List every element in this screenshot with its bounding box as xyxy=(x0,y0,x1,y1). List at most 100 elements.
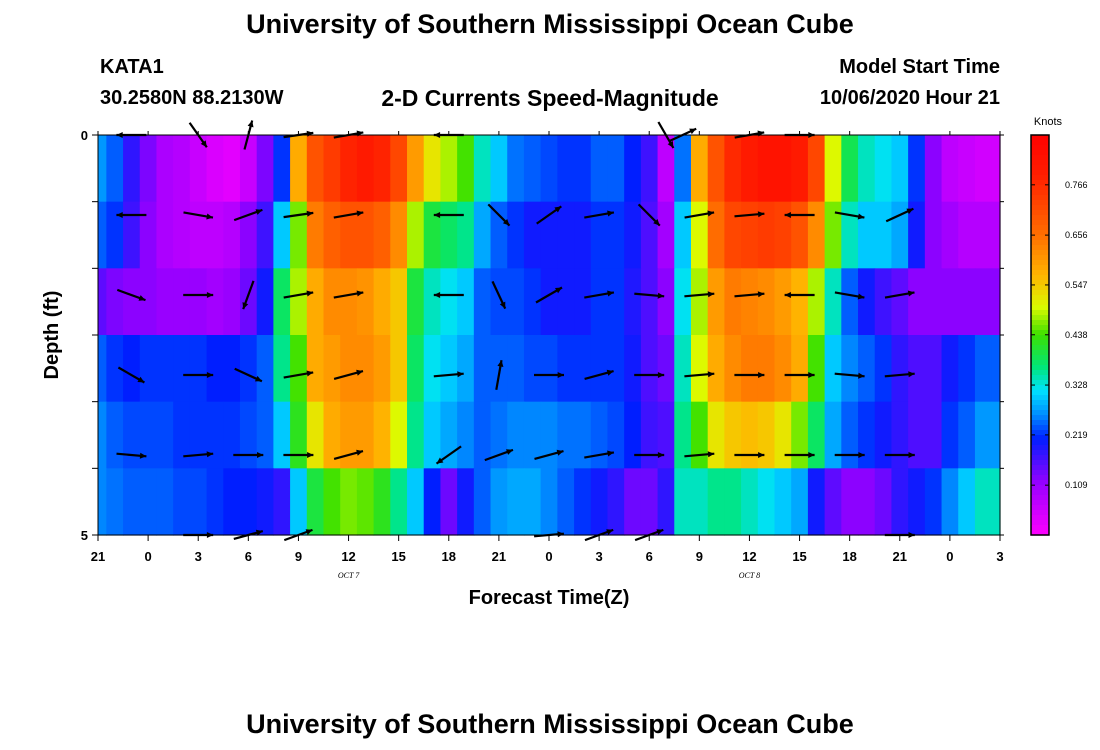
colorbar-swatch xyxy=(1031,505,1049,511)
colorbar-swatch xyxy=(1031,220,1049,226)
heatmap-cell xyxy=(507,201,525,269)
heatmap-cell xyxy=(624,268,642,336)
current-vector xyxy=(283,370,314,379)
heatmap-cell xyxy=(473,401,492,469)
heatmap-cell xyxy=(523,335,542,403)
model-start-value: 10/06/2020 Hour 21 xyxy=(819,87,1000,109)
current-vector xyxy=(884,290,915,299)
heatmap-cell xyxy=(490,401,508,469)
heatmap-cell xyxy=(323,135,341,203)
colorbar-swatch xyxy=(1031,160,1049,166)
current-vector xyxy=(784,212,815,218)
colorbar-swatch xyxy=(1031,490,1049,496)
current-vector xyxy=(183,211,214,220)
heatmap-cell xyxy=(407,135,425,203)
y-tick-label: 5 xyxy=(81,528,88,543)
colorbar-swatch xyxy=(1031,245,1049,251)
heatmap-cell xyxy=(356,468,375,536)
heatmap-cell xyxy=(858,135,876,203)
colorbar-swatch xyxy=(1031,450,1049,456)
heatmap-cell xyxy=(473,468,492,536)
heatmap-cell xyxy=(574,335,592,403)
heatmap-cell xyxy=(640,468,659,536)
heatmap-cell xyxy=(106,401,124,469)
heatmap-cell xyxy=(507,135,525,203)
current-vector xyxy=(117,366,145,384)
heatmap-cell xyxy=(791,468,809,536)
heatmap-cell xyxy=(256,268,274,336)
heatmap-cell xyxy=(774,201,792,269)
heatmap-cell xyxy=(239,201,258,269)
heatmap-cell xyxy=(473,201,492,269)
heatmap-cell xyxy=(223,468,241,536)
current-vector xyxy=(584,369,614,380)
current-vector xyxy=(534,449,564,460)
colorbar-swatch xyxy=(1031,165,1049,171)
colorbar-swatch xyxy=(1031,365,1049,371)
heatmap-cell xyxy=(791,135,809,203)
heatmap-cell xyxy=(858,335,876,403)
heatmap-cell xyxy=(574,201,592,269)
colorbar-swatch xyxy=(1031,515,1049,521)
heatmap-cell xyxy=(239,468,258,536)
colorbar-swatch xyxy=(1031,155,1049,161)
heatmap-cell xyxy=(523,268,542,336)
heatmap-cell xyxy=(908,268,926,336)
station-coordinates: 30.2580N 88.2130W xyxy=(100,87,284,109)
heatmap-cell xyxy=(574,268,592,336)
colorbar-swatch xyxy=(1031,290,1049,296)
heatmap-cell xyxy=(590,135,609,203)
colorbar-swatch xyxy=(1031,500,1049,506)
current-vector xyxy=(834,291,865,300)
colorbar-swatch xyxy=(1031,395,1049,401)
heatmap-cell xyxy=(340,268,358,336)
heatmap-cell xyxy=(924,135,943,203)
heatmap-cell xyxy=(557,201,575,269)
heatmap-cell xyxy=(557,335,575,403)
current-vector xyxy=(884,452,915,458)
colorbar-swatch xyxy=(1031,370,1049,376)
heatmap-cell xyxy=(991,401,1001,469)
current-vector xyxy=(637,203,661,227)
colorbar-swatch xyxy=(1031,405,1049,411)
y-axis-label: Depth (ft) xyxy=(41,291,63,380)
heatmap-cell xyxy=(874,335,893,403)
heatmap-cell xyxy=(974,401,993,469)
heatmap-cell xyxy=(390,468,408,536)
heatmap-cell xyxy=(323,468,341,536)
x-tick-label: 6 xyxy=(646,549,653,564)
heatmap-cell xyxy=(757,401,776,469)
heatmap-cell xyxy=(657,335,675,403)
heatmap-cell xyxy=(206,268,224,336)
current-vector xyxy=(435,445,462,465)
heatmap-cell xyxy=(941,135,959,203)
x-tick-label: 15 xyxy=(792,549,806,564)
heatmap-cell xyxy=(156,401,174,469)
heatmap-cell xyxy=(340,201,358,269)
heatmap-cell xyxy=(440,135,458,203)
colorbar-swatch xyxy=(1031,285,1049,291)
heatmap-cell xyxy=(457,135,475,203)
colorbar-swatch xyxy=(1031,300,1049,306)
heatmap-cell xyxy=(908,468,926,536)
heatmap-cell xyxy=(206,401,224,469)
heatmap-cell xyxy=(824,201,842,269)
heatmap-cell xyxy=(173,401,191,469)
heatmap-cell xyxy=(941,468,959,536)
heatmap-cell xyxy=(106,135,124,203)
heatmap-cell xyxy=(724,335,742,403)
heatmap-cell xyxy=(858,401,876,469)
x-tick-label: 21 xyxy=(492,549,506,564)
colorbar-swatch xyxy=(1031,145,1049,151)
x-tick-label: 0 xyxy=(144,549,151,564)
heatmap-cell xyxy=(139,201,158,269)
current-vector xyxy=(491,280,507,310)
current-vector xyxy=(784,452,815,458)
heatmap-cell xyxy=(139,335,158,403)
heatmap-cell xyxy=(440,201,458,269)
heatmap-cell xyxy=(657,135,675,203)
current-vector xyxy=(333,210,364,219)
heatmap-cell xyxy=(256,201,274,269)
heatmap-cell xyxy=(473,268,492,336)
colorbar-swatch xyxy=(1031,240,1049,246)
